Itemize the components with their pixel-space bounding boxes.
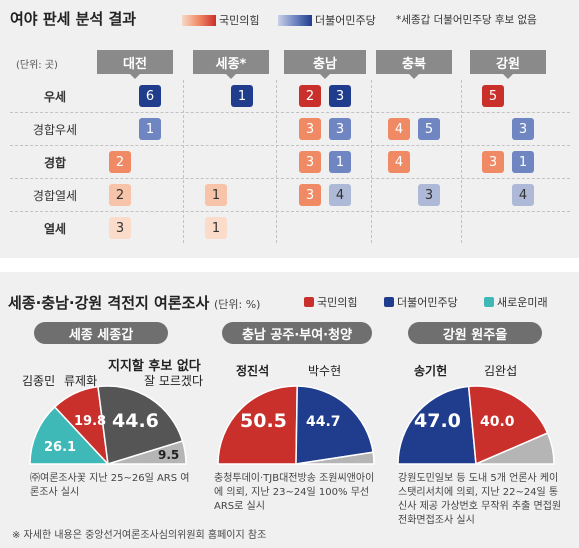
subhead-gangwon: 강원 원주을 <box>408 322 542 344</box>
col-divider <box>461 80 462 243</box>
stance-cell-dem: 1 <box>329 151 351 173</box>
row-label-behind: 열세 <box>43 222 67 236</box>
note-chungnam: 충청투데이·TJB대전방송 조원씨앤아이에 의뢰, 지난 23~24일 100%… <box>214 473 375 512</box>
stance-cell-dem: 5 <box>418 118 440 140</box>
opt-dunno: 잘 모르겠다 <box>144 374 204 388</box>
legend-note: *세종갑 더불어민주당 후보 없음 <box>396 14 537 26</box>
cand-song: 송기헌 <box>414 364 448 378</box>
cand-park: 박수현 <box>308 364 342 378</box>
stance-cell-ppp: 3 <box>299 118 321 140</box>
val-jeong: 50.5 <box>240 410 287 432</box>
ppp-gradient-swatch <box>182 14 216 26</box>
val-kim-ws: 40.0 <box>480 414 515 430</box>
pie-slice-1-3 <box>107 440 187 465</box>
pie-slice-3-2 <box>475 432 555 465</box>
semi-donut-chungnam <box>217 385 375 465</box>
stance-cell-dem: 3 <box>512 118 534 140</box>
stance-cell-ppp: 3 <box>299 151 321 173</box>
pie-slice-2-2 <box>295 451 375 465</box>
stance-cell-dem: 1 <box>231 85 253 107</box>
legend2-nf-label: 새로운미래 <box>497 296 548 309</box>
stance-cell-dem: 6 <box>139 85 161 107</box>
legend-dem: 더불어민주당 <box>278 12 376 28</box>
stance-cell-ppp: 2 <box>299 85 321 107</box>
stance-cell-ppp: 3 <box>109 217 131 239</box>
stance-cell-ppp: 1 <box>205 217 227 239</box>
footnote: ※ 자세한 내용은 중앙선거여론조사심의위원회 홈페이지 참조 <box>12 530 267 541</box>
pie-slice-2-0 <box>217 385 298 465</box>
pie-slice-3-1 <box>467 385 549 466</box>
semi-donut-sejong <box>29 385 187 466</box>
cand-kim-ws: 김완섭 <box>484 364 518 378</box>
col-divider <box>371 80 372 243</box>
legend-dem-label: 더불어민주당 <box>315 14 376 27</box>
row-label-lean-behind: 경합열세 <box>32 189 78 203</box>
val-kim-jm: 26.1 <box>44 440 77 455</box>
note-gangwon: 강원도민일보 등 도내 5개 언론사 케이스탯리서치에 의뢰, 지난 22~24… <box>398 473 562 526</box>
val-dunno: 9.5 <box>158 448 180 462</box>
poll-title: 세종·충남·강원 격전지 여론조사 <box>8 294 210 312</box>
col-header-daejeon: 대전 <box>97 50 173 79</box>
row-divider <box>10 112 570 113</box>
col-header-gangwon: 강원 <box>470 50 546 79</box>
val-ryu: 19.8 <box>74 414 107 429</box>
dem-gradient-swatch <box>278 14 312 26</box>
cand-ryu: 류제화 <box>64 374 98 388</box>
legend2-dem-label: 더불어민주당 <box>397 296 458 309</box>
stance-cell-ppp: 2 <box>109 151 131 173</box>
col-divider <box>183 80 184 243</box>
col-divider <box>276 80 277 243</box>
pie-slice-1-2 <box>97 385 184 465</box>
col-header-chungnam: 충남 <box>284 50 366 79</box>
opt-none: 지지할 후보 없다 <box>108 359 201 374</box>
stance-cell-dem: 1 <box>512 151 534 173</box>
cand-kim-jm: 김종민 <box>22 374 56 388</box>
ppp-swatch <box>304 297 314 307</box>
pie-slice-2-1 <box>295 385 374 465</box>
row-divider <box>10 211 570 212</box>
stance-cell-dem: 4 <box>329 184 351 206</box>
stance-cell-ppp: 2 <box>109 184 131 206</box>
legend2-nf: 새로운미래 <box>484 294 548 310</box>
stance-cell-ppp: 1 <box>205 184 227 206</box>
note-sejong: ㈜여론조사꽃 지난 25~26일 ARS 여론조사 실시 <box>30 473 190 498</box>
stance-cell-dem: 3 <box>418 184 440 206</box>
val-song: 47.0 <box>414 410 461 432</box>
stance-title: 여야 판세 분석 결과 <box>10 10 137 28</box>
subhead-chungnam: 충남 공주·부여·청양 <box>222 322 372 344</box>
stance-cell-ppp: 4 <box>388 151 410 173</box>
stance-cell-ppp: 3 <box>299 184 321 206</box>
stance-cell-dem: 1 <box>139 118 161 140</box>
col-header-sejong: 세종* <box>193 50 269 79</box>
poll-unit: (단위: %) <box>214 298 261 311</box>
legend-ppp-label: 국민의힘 <box>219 14 260 27</box>
stance-cell-ppp: 3 <box>482 151 504 173</box>
stance-cell-dem: 4 <box>512 184 534 206</box>
semi-donut-gangwon <box>397 385 555 466</box>
legend2-dem: 더불어민주당 <box>384 294 458 310</box>
stance-cell-dem: 3 <box>329 85 351 107</box>
legend2-ppp-label: 국민의힘 <box>317 296 358 309</box>
stance-cell-ppp: 4 <box>388 118 410 140</box>
unit-label: (단위: 곳) <box>16 60 58 71</box>
val-none: 44.6 <box>112 410 159 432</box>
val-park: 44.7 <box>306 414 341 430</box>
row-divider <box>10 145 570 146</box>
legend-ppp: 국민의힘 <box>182 12 259 28</box>
nf-swatch <box>484 297 494 307</box>
stance-cell-dem: 3 <box>329 118 351 140</box>
stance-panel <box>0 0 579 258</box>
stance-cell-ppp: 5 <box>482 85 504 107</box>
row-label-strong: 우세 <box>43 90 67 104</box>
row-label-tossup: 경합 <box>43 156 67 170</box>
cand-jeong: 정진석 <box>236 364 270 378</box>
subhead-sejong: 세종 세종갑 <box>34 322 168 344</box>
col-header-chungbuk: 충북 <box>376 50 452 79</box>
dem-swatch <box>384 297 394 307</box>
row-label-lean: 경합우세 <box>32 123 78 137</box>
pie-slice-3-0 <box>397 385 477 465</box>
pie-slice-1-0 <box>29 405 110 465</box>
legend2-ppp: 국민의힘 <box>304 294 357 310</box>
row-divider <box>10 178 570 179</box>
